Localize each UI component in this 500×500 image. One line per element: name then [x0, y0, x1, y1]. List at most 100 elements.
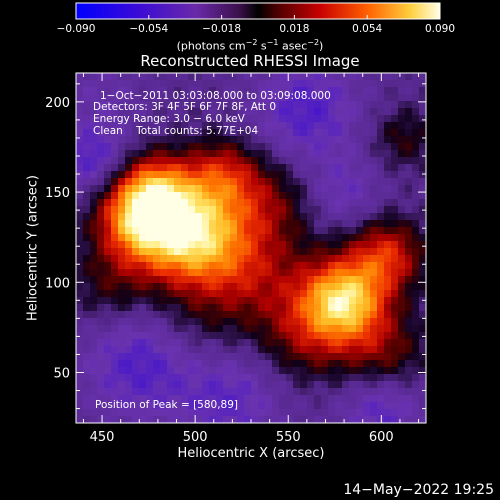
- heatmap-cell: [195, 220, 203, 228]
- heatmap-cell: [237, 290, 245, 298]
- heatmap-cell: [202, 367, 210, 375]
- heatmap-cell: [279, 353, 287, 361]
- heatmap-cell: [377, 178, 385, 186]
- heatmap-cell: [265, 185, 273, 193]
- heatmap-cell: [272, 129, 280, 137]
- heatmap-cell: [286, 311, 294, 319]
- heatmap-cell: [223, 73, 231, 81]
- heatmap-cell: [111, 255, 119, 263]
- heatmap-cell: [314, 402, 322, 410]
- heatmap-cell: [384, 353, 392, 361]
- heatmap-cell: [286, 283, 294, 291]
- heatmap-cell: [76, 395, 84, 403]
- heatmap-cell: [167, 416, 175, 423]
- heatmap-cell: [335, 290, 343, 298]
- x-tick-label: 500: [183, 430, 208, 445]
- heatmap-cell: [391, 381, 399, 389]
- heatmap-cell: [384, 304, 392, 312]
- heatmap-cell: [160, 416, 168, 423]
- heatmap-cell: [398, 150, 406, 158]
- heatmap-cell: [132, 381, 140, 389]
- heatmap-cell: [314, 122, 322, 130]
- heatmap-cell: [209, 157, 217, 165]
- heatmap-cell: [188, 73, 196, 81]
- heatmap-cell: [314, 339, 322, 347]
- heatmap-cell: [384, 325, 392, 333]
- colorbar-tick-label: −0.018: [202, 23, 241, 35]
- heatmap-cell: [160, 360, 168, 368]
- heatmap-cell: [111, 416, 119, 423]
- heatmap-cell: [349, 332, 357, 340]
- heatmap-cell: [132, 115, 140, 123]
- heatmap-cell: [314, 73, 322, 81]
- heatmap-cell: [230, 381, 238, 389]
- heatmap-cell: [230, 269, 238, 277]
- heatmap-cell: [412, 311, 420, 319]
- heatmap-cell: [111, 136, 119, 144]
- heatmap-cell: [223, 129, 231, 137]
- heatmap-cell: [188, 248, 196, 256]
- heatmap-cell: [237, 269, 245, 277]
- heatmap-cell: [97, 409, 105, 417]
- heatmap-cell: [349, 101, 357, 109]
- heatmap-cell: [419, 199, 426, 207]
- heatmap-cell: [104, 353, 112, 361]
- heatmap-cell: [251, 227, 259, 235]
- heatmap-cell: [300, 262, 308, 270]
- heatmap-cell: [209, 325, 217, 333]
- heatmap-cell: [356, 395, 364, 403]
- heatmap-cell: [328, 129, 336, 137]
- heatmap-cell: [272, 87, 280, 95]
- heatmap-cell: [293, 297, 301, 305]
- heatmap-cell: [202, 185, 210, 193]
- heatmap-cell: [363, 94, 371, 102]
- heatmap-cell: [370, 241, 378, 249]
- heatmap-cell: [356, 80, 364, 88]
- heatmap-cell: [209, 101, 217, 109]
- heatmap-cell: [202, 409, 210, 417]
- heatmap-cell: [272, 276, 280, 284]
- heatmap-cell: [314, 150, 322, 158]
- heatmap-cell: [216, 108, 224, 116]
- heatmap-cell: [265, 206, 273, 214]
- heatmap-cell: [244, 199, 252, 207]
- heatmap-cell: [419, 178, 426, 186]
- heatmap-cell: [202, 269, 210, 277]
- heatmap-cell: [104, 171, 112, 179]
- heatmap-cell: [391, 185, 399, 193]
- heatmap-cell: [335, 346, 343, 354]
- heatmap-cell: [279, 304, 287, 312]
- heatmap-cell: [258, 409, 266, 417]
- heatmap-cell: [90, 199, 98, 207]
- heatmap-cell: [384, 115, 392, 123]
- heatmap-cell: [328, 381, 336, 389]
- heatmap-cell: [265, 234, 273, 242]
- heatmap-cell: [202, 206, 210, 214]
- heatmap-cell: [321, 311, 329, 319]
- heatmap-cell: [76, 101, 84, 109]
- heatmap-cell: [139, 360, 147, 368]
- heatmap-cell: [111, 234, 119, 242]
- heatmap-cell: [223, 108, 231, 116]
- heatmap-cell: [342, 171, 350, 179]
- heatmap-cell: [398, 276, 406, 284]
- heatmap-cell: [139, 346, 147, 354]
- heatmap-cell: [111, 290, 119, 298]
- heatmap-cell: [132, 73, 140, 81]
- heatmap-cell: [160, 262, 168, 270]
- heatmap-cell: [405, 157, 413, 165]
- heatmap-cell: [286, 129, 294, 137]
- heatmap-cell: [153, 80, 161, 88]
- heatmap-cell: [132, 241, 140, 249]
- heatmap-cell: [76, 283, 84, 291]
- heatmap-cell: [251, 290, 259, 298]
- heatmap-cell: [104, 297, 112, 305]
- heatmap-cell: [258, 332, 266, 340]
- heatmap-cell: [76, 227, 84, 235]
- heatmap-cell: [286, 192, 294, 200]
- heatmap-cell: [272, 325, 280, 333]
- heatmap-cell: [265, 409, 273, 417]
- heatmap-cell: [314, 346, 322, 354]
- heatmap-cell: [167, 360, 175, 368]
- heatmap-cell: [279, 311, 287, 319]
